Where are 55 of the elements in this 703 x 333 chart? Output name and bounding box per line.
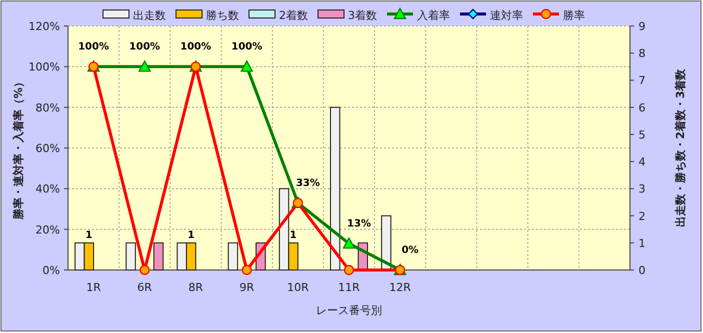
y2-axis-title: 出走数・勝ち数・2着数・3着数 xyxy=(674,68,687,228)
x-tick-label: 8R xyxy=(188,281,204,294)
bar xyxy=(228,242,238,270)
x-tick-label: 6R xyxy=(137,281,152,294)
point xyxy=(242,264,252,276)
y2-tick-label: 9 xyxy=(638,20,646,33)
bar xyxy=(126,242,136,270)
data-label: 13% xyxy=(347,218,371,230)
y-tick-label: 80% xyxy=(36,101,60,114)
point xyxy=(140,264,150,276)
data-label: 100% xyxy=(129,42,160,53)
data-label: 100% xyxy=(180,42,212,53)
y2-tick-label: 3 xyxy=(638,182,646,196)
y-tick-label: 40% xyxy=(36,182,60,196)
bar xyxy=(153,242,164,270)
legend-label: 勝率 xyxy=(563,9,585,22)
y2-tick-label: 6 xyxy=(638,101,646,114)
bar xyxy=(330,106,340,270)
x-tick-label: 1R xyxy=(86,281,102,294)
y-tick-label: 60% xyxy=(36,142,60,155)
point xyxy=(344,264,354,276)
legend-label: 出走数 xyxy=(133,9,166,22)
y-axis-title: 勝率・連対率・入着率（%） xyxy=(12,76,25,221)
point xyxy=(138,60,151,72)
bar xyxy=(381,215,392,270)
legend-label: 入着率 xyxy=(417,9,450,22)
x-tick-label: 11R xyxy=(338,281,360,294)
y-tick-label: 120% xyxy=(28,20,60,33)
y2-tick-label: 5 xyxy=(638,128,646,142)
y2-tick-label: 2 xyxy=(638,210,646,223)
x-axis-title: レース番号別 xyxy=(316,304,382,317)
data-label: 1 xyxy=(188,230,195,241)
legend-label: 勝ち数 xyxy=(206,9,239,22)
y-tick-label: 100% xyxy=(28,60,60,74)
data-label: 33% xyxy=(296,178,320,189)
data-label: 0% xyxy=(402,245,419,256)
y-tick-label: 0% xyxy=(42,264,60,277)
x-tick-label: 12R xyxy=(389,281,412,294)
legend-label: 2着数 xyxy=(279,9,308,22)
data-label: 1 xyxy=(290,230,297,241)
point xyxy=(240,60,253,72)
x-tick-label: 9R xyxy=(239,281,254,294)
x-tick-label: 10R xyxy=(287,281,310,294)
data-label: 100% xyxy=(78,42,109,53)
y-tick-label: 20% xyxy=(36,223,60,236)
y2-tick-label: 0 xyxy=(638,264,646,277)
point xyxy=(342,237,356,249)
data-label: 100% xyxy=(231,42,262,53)
y2-tick-label: 8 xyxy=(638,47,646,60)
legend-label: 3着数 xyxy=(348,9,377,22)
legend-label: 連対率 xyxy=(490,9,523,22)
y2-tick-label: 1 xyxy=(638,236,646,250)
y2-tick-label: 7 xyxy=(638,74,646,88)
y2-tick-label: 4 xyxy=(638,156,646,169)
data-label: 1 xyxy=(85,230,92,241)
